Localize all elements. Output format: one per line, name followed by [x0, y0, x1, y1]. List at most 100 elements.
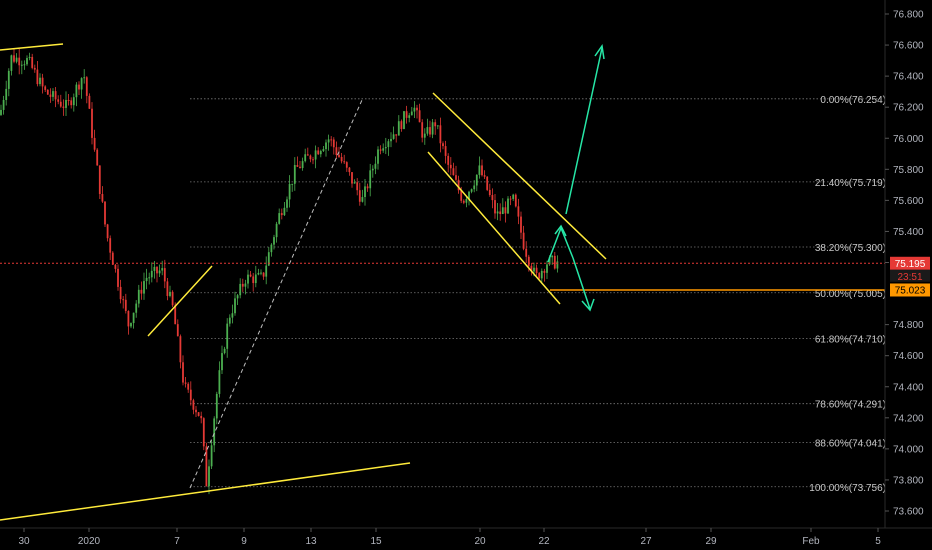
- candle-body: [153, 266, 156, 271]
- y-tick-label: 74.000: [893, 444, 924, 455]
- channel-upper-line[interactable]: [432, 92, 607, 260]
- projection-path-up[interactable]: [547, 225, 574, 263]
- candle-body: [98, 165, 101, 195]
- candle-body: [434, 122, 437, 127]
- y-tick-label: 75.400: [893, 227, 924, 238]
- candle-body: [231, 313, 234, 318]
- fibonacci-retracement[interactable]: 0.00%(76.254) 21.40%(75.719) 38.20%(75.300…: [190, 95, 886, 494]
- candle-body: [234, 298, 236, 314]
- candle-body: [101, 194, 104, 202]
- candle-body: [223, 348, 226, 354]
- candle-body: [462, 200, 465, 203]
- candle-body: [366, 186, 369, 189]
- channel-lower-line[interactable]: [427, 151, 561, 305]
- candle-body: [408, 115, 411, 118]
- projection-arrow-up-short-head: [554, 224, 567, 237]
- candle-body: [195, 409, 197, 413]
- candle-body: [374, 163, 377, 169]
- candle-body: [504, 207, 507, 214]
- flag-trendline[interactable]: [147, 265, 213, 337]
- candle-body: [460, 190, 463, 201]
- candle-body: [36, 69, 39, 85]
- candle-body: [18, 57, 21, 66]
- candle-body: [70, 100, 73, 106]
- candle-body: [184, 382, 187, 384]
- candle-body: [163, 268, 166, 282]
- fib-level-label: 0.00%(76.254): [820, 95, 886, 106]
- candle-body: [423, 133, 426, 138]
- candle-body: [546, 264, 548, 273]
- candle-body: [91, 108, 93, 138]
- y-tick-label: 76.200: [893, 103, 924, 114]
- candle-body: [31, 56, 34, 68]
- candle-body: [111, 252, 114, 265]
- candle-body: [377, 149, 379, 164]
- rally-dashed-trendline[interactable]: [189, 99, 363, 489]
- candle-body: [512, 194, 515, 199]
- candle-body: [301, 161, 304, 169]
- candle-body: [106, 224, 109, 239]
- candle-body: [540, 270, 543, 279]
- candle-body: [556, 261, 559, 269]
- candle-body: [104, 201, 106, 225]
- candle-body: [197, 412, 200, 416]
- bottom-support-trendline[interactable]: [0, 462, 411, 521]
- candle-body: [431, 122, 434, 135]
- countdown-badge: 23:51: [890, 269, 930, 283]
- candle-body: [210, 445, 213, 467]
- x-tick-label: 27: [640, 536, 652, 547]
- x-tick-label: 30: [18, 536, 30, 547]
- candle-body: [395, 134, 398, 136]
- time-axis[interactable]: 30 2020 7 9 13 15 20 22 27 29 Feb 5: [0, 527, 932, 547]
- fib-level-label: 100.00%(73.756): [809, 483, 886, 494]
- candle-body: [330, 139, 333, 141]
- candle-body: [135, 303, 138, 313]
- candle-body: [439, 125, 442, 144]
- candle-body: [280, 213, 283, 216]
- candle-body: [436, 125, 439, 127]
- candle-body: [283, 207, 286, 216]
- projection-arrow-up-long[interactable]: [565, 47, 603, 215]
- candle-body: [293, 165, 296, 184]
- marked-level-badge-bg: [890, 283, 930, 297]
- current-price-badge-bg: [890, 256, 930, 270]
- top-left-trendline[interactable]: [0, 43, 64, 51]
- x-tick-label: 13: [305, 536, 317, 547]
- candle-body: [239, 283, 242, 296]
- candle-body: [88, 95, 91, 109]
- y-tick-label: 73.600: [893, 507, 924, 518]
- candle-body: [270, 244, 273, 253]
- y-tick-label: 76.600: [893, 41, 924, 52]
- y-tick-label: 76.400: [893, 72, 924, 83]
- candle-body: [418, 110, 421, 123]
- candle-body: [72, 97, 75, 106]
- candle-body: [392, 134, 395, 139]
- candle-body: [117, 268, 119, 287]
- candle-body: [468, 191, 470, 199]
- drawings[interactable]: [0, 43, 607, 521]
- y-tick-label: 74.200: [893, 413, 924, 424]
- candle-body: [244, 283, 247, 287]
- candle-body: [551, 255, 554, 258]
- y-tick-label: 76.000: [893, 134, 924, 145]
- candle-body: [260, 272, 262, 274]
- projection-arrow-down-head: [581, 298, 595, 312]
- candle-body: [5, 88, 8, 100]
- candle-body: [15, 57, 18, 62]
- candle-body: [78, 84, 80, 90]
- candle-body: [23, 64, 26, 66]
- fib-level-label: 21.40%(75.719): [815, 178, 886, 189]
- candle-body: [75, 84, 78, 98]
- candle-body: [208, 466, 210, 487]
- fib-level-label: 61.80%(74.710): [815, 335, 886, 346]
- current-price-badge: 75.195: [890, 256, 930, 270]
- projection-arrow-down[interactable]: [572, 257, 591, 310]
- candle-body: [345, 162, 348, 168]
- candle-body: [65, 99, 67, 108]
- candle-body: [296, 165, 299, 167]
- marked-level-badge: 75.023: [890, 283, 930, 297]
- candle-body: [52, 91, 54, 97]
- candle-body: [228, 317, 231, 324]
- candle-body: [148, 277, 151, 279]
